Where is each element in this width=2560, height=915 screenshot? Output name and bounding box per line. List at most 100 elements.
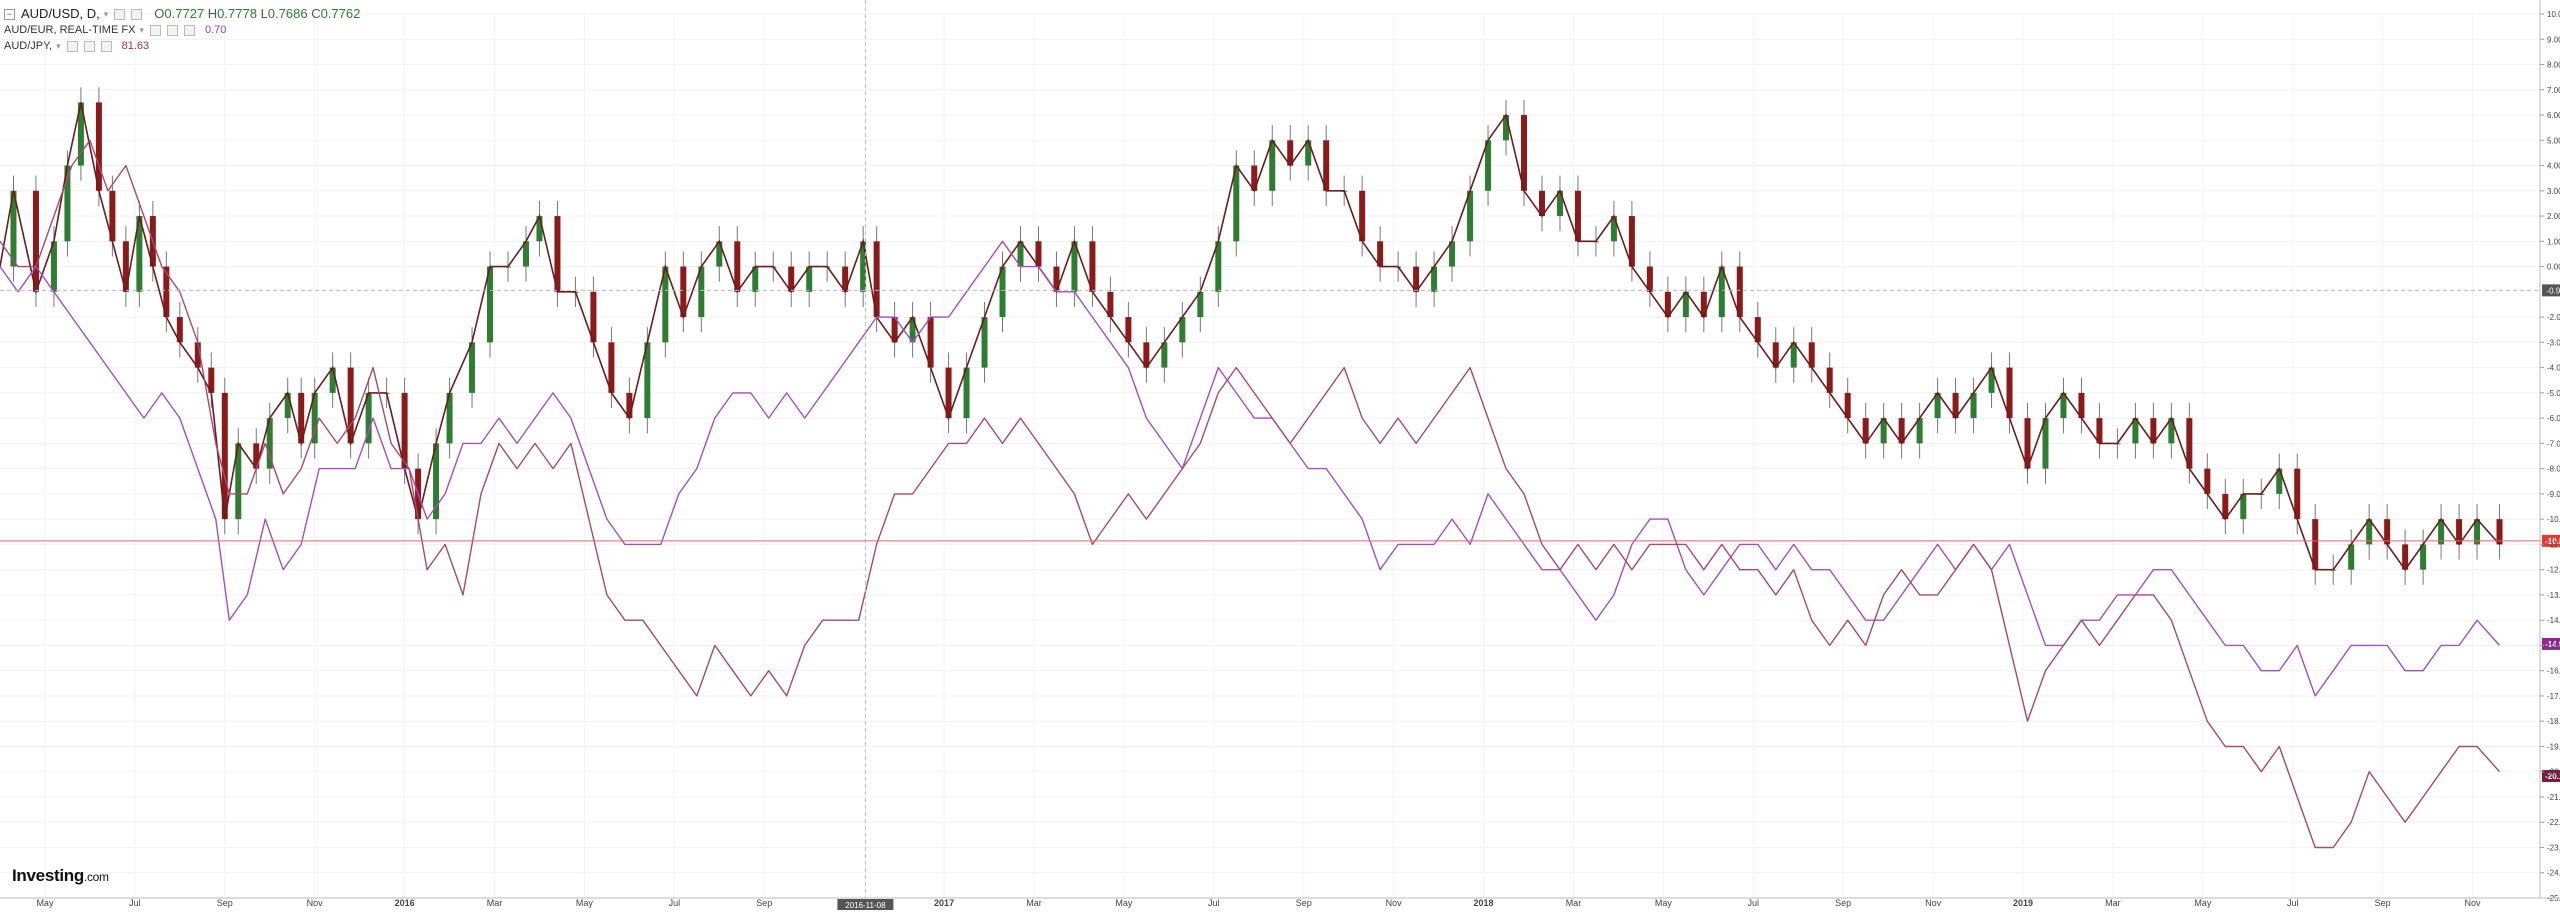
y-tick-label: -22.00% <box>2547 818 2560 827</box>
candle-body <box>1844 392 1851 419</box>
series-close-audusd <box>0 102 2501 572</box>
legend-main-symbol[interactable]: − AUD/USD, D, ▾ O0.7727 H0.7778 L0.7686 … <box>4 6 360 22</box>
settings-icon[interactable] <box>166 24 178 36</box>
candle-body <box>365 392 372 444</box>
y-tick-label: -21.00% <box>2547 793 2560 802</box>
candle-body <box>788 266 795 292</box>
candle-body <box>122 241 129 292</box>
compare-name[interactable]: AUD/EUR, REAL-TIME FX <box>4 24 136 36</box>
chevron-down-icon[interactable]: ▾ <box>103 9 109 19</box>
candle-body <box>433 443 440 520</box>
x-tick-label: Jul <box>2287 898 2299 908</box>
candle-body <box>266 418 273 469</box>
y-tick-label: -14.00% <box>2547 616 2560 625</box>
close-icon[interactable] <box>100 40 112 52</box>
eye-icon[interactable] <box>149 24 161 36</box>
y-tick-label: -12.00% <box>2547 566 2560 575</box>
candle-body <box>2078 392 2085 419</box>
candle-body <box>1862 418 1869 444</box>
candle-body <box>1269 140 1276 191</box>
candle-body <box>680 266 687 318</box>
low-value: 0.7686 <box>267 6 308 21</box>
candle-body <box>963 367 970 419</box>
candle-body <box>1970 392 1977 419</box>
candle-body <box>1646 266 1653 292</box>
candle-body <box>2024 418 2031 469</box>
chevron-down-icon[interactable]: ▾ <box>139 25 144 35</box>
eye-icon[interactable] <box>66 40 78 52</box>
eye-icon[interactable] <box>114 8 126 20</box>
candle-body <box>1700 291 1707 318</box>
symbol-title[interactable]: AUD/USD, D, <box>21 6 100 21</box>
candle-body <box>221 392 228 520</box>
candle-body <box>1898 418 1905 444</box>
candle-body <box>401 392 408 469</box>
candle-body <box>136 216 143 292</box>
y-tick-label: -8.00% <box>2547 465 2560 474</box>
candle-body <box>329 367 336 393</box>
crosshair-date-tag <box>837 899 894 910</box>
x-tick-label: 2016 <box>395 898 415 908</box>
candle-body <box>2438 519 2445 545</box>
candle-body <box>1664 291 1671 318</box>
last-value-tag <box>2542 637 2560 650</box>
candle-body <box>208 367 215 393</box>
candle-body <box>1916 418 1923 444</box>
x-tick-label: Sep <box>1296 898 1312 908</box>
last-value-label: -14.94% <box>2545 640 2560 649</box>
chevron-down-icon[interactable]: ▾ <box>56 41 61 51</box>
x-tick-label: 2018 <box>1474 898 1494 908</box>
candle-body <box>1556 190 1563 217</box>
candle-body <box>1610 216 1617 242</box>
candle-body <box>860 241 867 292</box>
close-icon[interactable] <box>183 24 195 36</box>
candle-body <box>1790 342 1797 368</box>
x-tick-label: Jul <box>129 898 141 908</box>
last-value-label: -10.86% <box>2545 537 2560 546</box>
candle-body <box>1467 190 1474 242</box>
candle-body <box>2312 519 2319 570</box>
legend-compare-audeur[interactable]: AUD/EUR, REAL-TIME FX ▾ 0.70 <box>4 22 360 38</box>
candle-body <box>981 317 988 368</box>
candle-body <box>2496 519 2503 545</box>
candle-body <box>253 443 260 469</box>
close-value: 0.7762 <box>320 6 361 21</box>
candle-body <box>109 190 116 242</box>
candle-body <box>554 216 561 292</box>
y-tick-label: -13.00% <box>2547 591 2560 600</box>
candle-body <box>1071 241 1078 292</box>
candle-body <box>163 266 170 318</box>
collapse-icon[interactable]: − <box>4 8 15 20</box>
x-tick-label: Nov <box>1386 898 1403 908</box>
chart-legend: − AUD/USD, D, ▾ O0.7727 H0.7778 L0.7686 … <box>4 6 360 54</box>
candle-body <box>842 266 849 292</box>
settings-icon[interactable] <box>83 40 95 52</box>
y-tick-label: 4.00% <box>2547 162 2560 171</box>
crosshair-date-label: 2016-11-08 <box>845 901 886 910</box>
last-value-tag <box>2542 534 2560 547</box>
candle-body <box>2204 468 2211 494</box>
candle-body <box>2384 519 2391 545</box>
x-tick-label: Nov <box>307 898 324 908</box>
candle-body <box>1161 342 1168 368</box>
y-tick-label: -15.00% <box>2547 641 2560 650</box>
candle-body <box>1431 266 1438 292</box>
y-tick-label: 9.00% <box>2547 35 2560 44</box>
legend-compare-audjpy[interactable]: AUD/JPY, ▾ 81.63 <box>4 38 360 54</box>
candle-body <box>1485 140 1492 191</box>
candle-body <box>2096 418 2103 444</box>
candle-body <box>927 317 934 368</box>
candle-body <box>1323 140 1330 191</box>
y-tick-label: 1.00% <box>2547 237 2560 246</box>
compare-value: 0.70 <box>204 24 227 36</box>
compare-name[interactable]: AUD/JPY, <box>4 40 53 52</box>
y-tick-label: 0.00% <box>2547 263 2560 272</box>
y-tick-label: -2.00% <box>2547 313 2560 322</box>
candle-body <box>2294 468 2301 520</box>
settings-icon[interactable] <box>131 8 143 20</box>
candle-body <box>522 241 529 267</box>
y-tick-label: 7.00% <box>2547 86 2560 95</box>
candle-body <box>644 342 651 419</box>
